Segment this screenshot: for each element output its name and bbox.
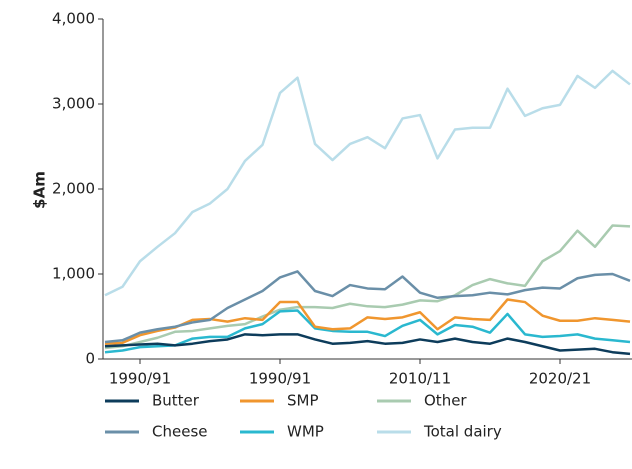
- series-line: [104, 69, 631, 297]
- y-tick-label: 0: [85, 350, 95, 368]
- y-tick-label: 1,000: [52, 265, 95, 283]
- legend-label: Total dairy: [423, 423, 502, 441]
- legend-label: Butter: [152, 392, 200, 410]
- series-line: [104, 298, 631, 345]
- x-tick-label: 2020/21: [529, 370, 591, 388]
- series-line: [104, 333, 631, 356]
- y-axis-label: $Am: [31, 171, 49, 209]
- x-tick-label: 1990/91: [109, 370, 171, 388]
- y-tick-label: 2,000: [52, 180, 95, 198]
- y-tick-label: 4,000: [52, 10, 95, 28]
- legend-label: Cheese: [152, 423, 207, 441]
- series-line: [104, 270, 631, 344]
- series-line: [104, 224, 631, 350]
- series-line: [104, 309, 631, 354]
- legend-label: Other: [424, 392, 467, 410]
- x-tick-label: 2010/11: [389, 370, 451, 388]
- y-tick-label: 3,000: [52, 95, 95, 113]
- x-tick-label: 1990/91: [249, 370, 311, 388]
- legend-label: WMP: [287, 423, 324, 441]
- legend-label: SMP: [287, 392, 319, 410]
